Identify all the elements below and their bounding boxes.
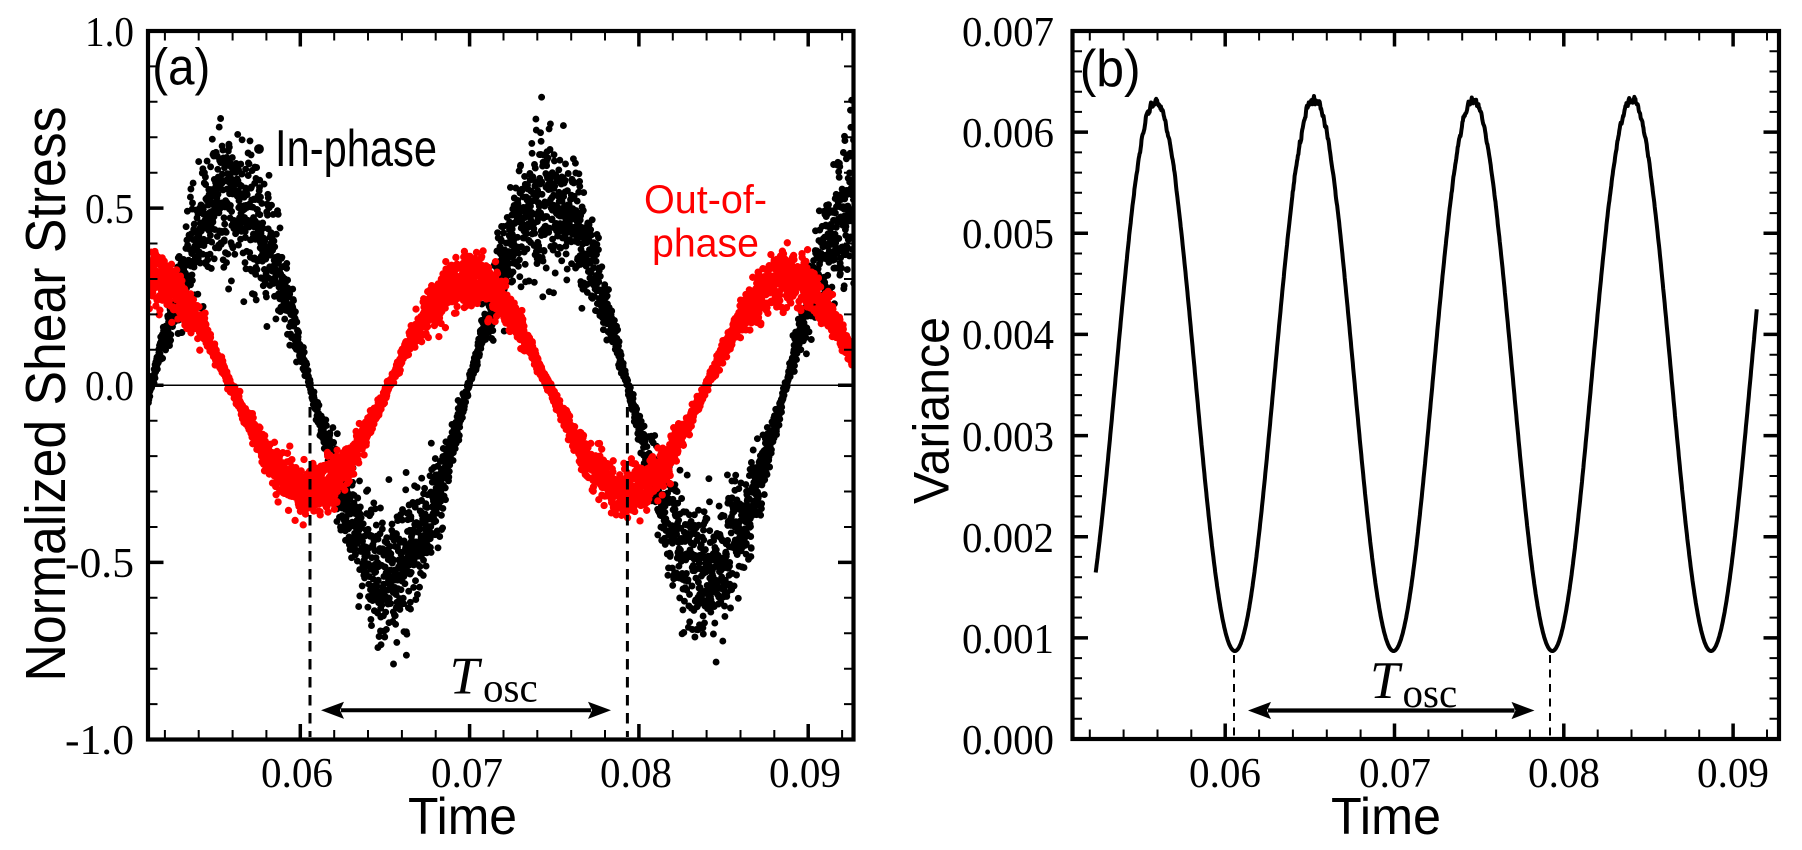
svg-text:osc: osc	[483, 665, 538, 711]
svg-text:osc: osc	[1403, 670, 1458, 716]
svg-text:Time: Time	[408, 788, 517, 846]
svg-text:0.07: 0.07	[431, 751, 503, 797]
svg-text:0.0: 0.0	[85, 364, 134, 410]
svg-text:T: T	[450, 647, 483, 705]
svg-text:-0.5: -0.5	[65, 541, 134, 587]
svg-text:0.09: 0.09	[1697, 751, 1769, 797]
svg-text:Out-of-: Out-of-	[644, 178, 767, 222]
svg-text:T: T	[1370, 652, 1403, 710]
svg-text:0.003: 0.003	[962, 415, 1054, 461]
svg-text:0.08: 0.08	[600, 751, 672, 797]
svg-text:0.5: 0.5	[85, 187, 134, 233]
svg-text:(b): (b)	[1080, 40, 1141, 98]
svg-text:phase: phase	[652, 222, 759, 266]
svg-text:0.001: 0.001	[962, 617, 1054, 663]
svg-text:0.007: 0.007	[962, 10, 1054, 56]
svg-text:0.09: 0.09	[769, 751, 841, 797]
svg-text:0.06: 0.06	[261, 751, 333, 797]
svg-text:In-phase: In-phase	[275, 120, 437, 178]
svg-text:0.002: 0.002	[962, 516, 1054, 562]
svg-text:-1.0: -1.0	[65, 718, 134, 764]
svg-text:0.006: 0.006	[962, 111, 1054, 157]
svg-text:0.004: 0.004	[962, 313, 1054, 359]
svg-text:(a): (a)	[152, 39, 210, 97]
svg-text:0.06: 0.06	[1189, 751, 1261, 797]
svg-text:0.08: 0.08	[1528, 751, 1600, 797]
svg-text:0.005: 0.005	[962, 212, 1054, 258]
svg-text:1.0: 1.0	[85, 10, 134, 56]
svg-text:0.07: 0.07	[1359, 751, 1431, 797]
svg-text:Normalized Shear Stress: Normalized Shear Stress	[14, 107, 78, 682]
svg-text:Variance: Variance	[904, 317, 960, 504]
svg-text:Time: Time	[1331, 788, 1441, 846]
svg-text:0.000: 0.000	[962, 718, 1054, 764]
